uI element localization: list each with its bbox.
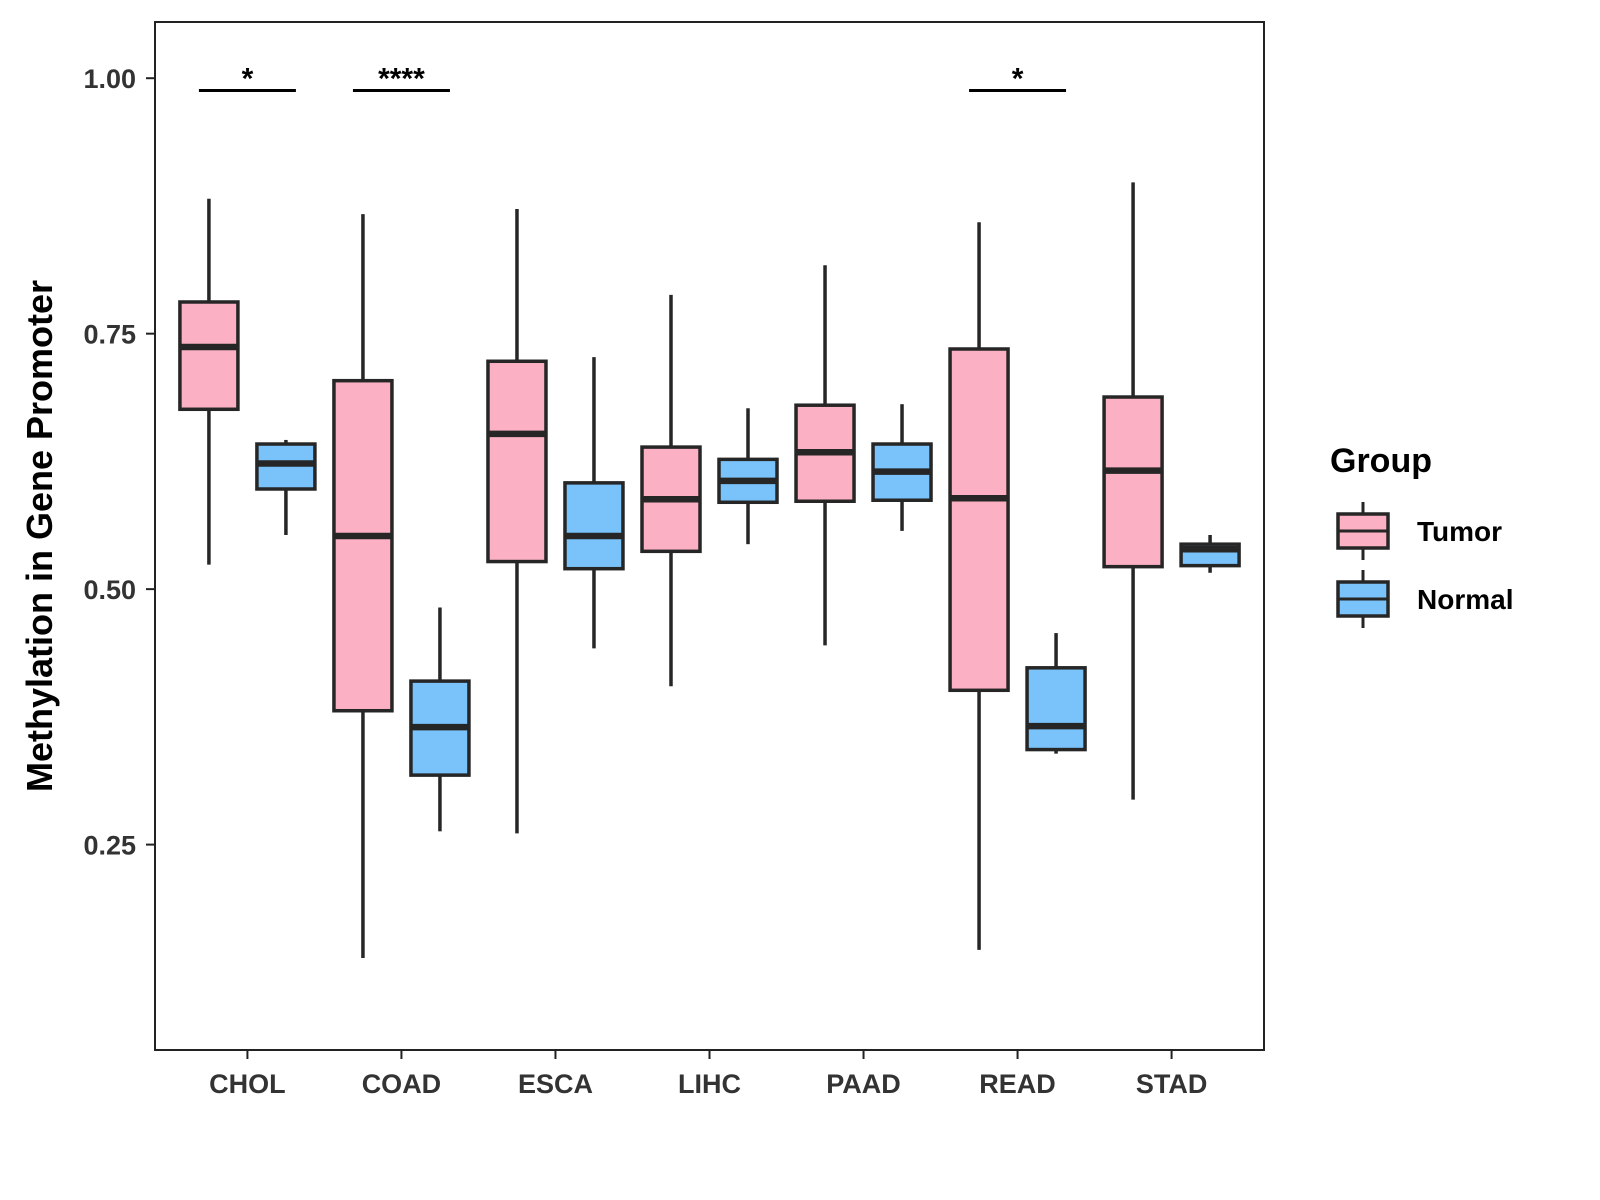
- box-tumor-coad: [332, 214, 394, 959]
- legend-item-normal: Normal: [1336, 570, 1513, 628]
- box-iqr: [1102, 395, 1164, 569]
- x-tick-label: LIHC: [678, 1069, 741, 1099]
- box-iqr: [563, 481, 625, 571]
- significance-read: *: [969, 62, 1067, 95]
- significance-chol: *: [198, 62, 296, 95]
- x-tick-label: READ: [979, 1069, 1056, 1099]
- plot-panel: [154, 21, 1265, 1051]
- significance-label: *: [1012, 62, 1024, 95]
- y-axis-label: Methylation in Gene Promoter: [19, 280, 60, 792]
- box-normal-coad: [409, 607, 471, 832]
- significance-coad: ****: [352, 62, 450, 95]
- x-tick-label: COAD: [362, 1069, 442, 1099]
- box-normal-paad: [871, 404, 933, 531]
- box-normal-stad: [1179, 534, 1241, 573]
- box-normal-esca: [563, 357, 625, 649]
- box-normal-read: [1025, 633, 1087, 754]
- box-iqr: [178, 300, 240, 412]
- box-iqr: [1025, 666, 1087, 752]
- box-tumor-paad: [794, 265, 856, 646]
- box-tumor-esca: [486, 209, 548, 834]
- box-iqr: [948, 347, 1010, 693]
- x-tick-label: CHOL: [209, 1069, 286, 1099]
- y-tick-label: 0.75: [83, 320, 136, 350]
- box-normal-chol: [255, 439, 317, 535]
- box-normal-lihc: [717, 408, 779, 545]
- x-tick-label: PAAD: [826, 1069, 901, 1099]
- legend-title: Group: [1330, 442, 1432, 480]
- y-tick-label: 1.00: [83, 64, 136, 94]
- significance-label: *: [242, 62, 254, 95]
- y-tick-label: 0.50: [83, 575, 136, 605]
- legend-label: Normal: [1417, 584, 1513, 615]
- x-tick-label: ESCA: [518, 1069, 593, 1099]
- box-tumor-stad: [1102, 182, 1164, 800]
- box-tumor-chol: [178, 198, 240, 565]
- x-tick-label: STAD: [1136, 1069, 1208, 1099]
- box-iqr: [486, 359, 548, 564]
- box-tumor-lihc: [640, 294, 702, 687]
- legend: Group Tumor Normal: [1330, 442, 1513, 628]
- legend-item-tumor: Tumor: [1336, 502, 1502, 560]
- legend-label: Tumor: [1417, 516, 1502, 547]
- significance-label: ****: [378, 62, 425, 95]
- box-iqr: [332, 378, 394, 713]
- box-tumor-read: [948, 222, 1010, 950]
- y-tick-label: 0.25: [83, 831, 136, 861]
